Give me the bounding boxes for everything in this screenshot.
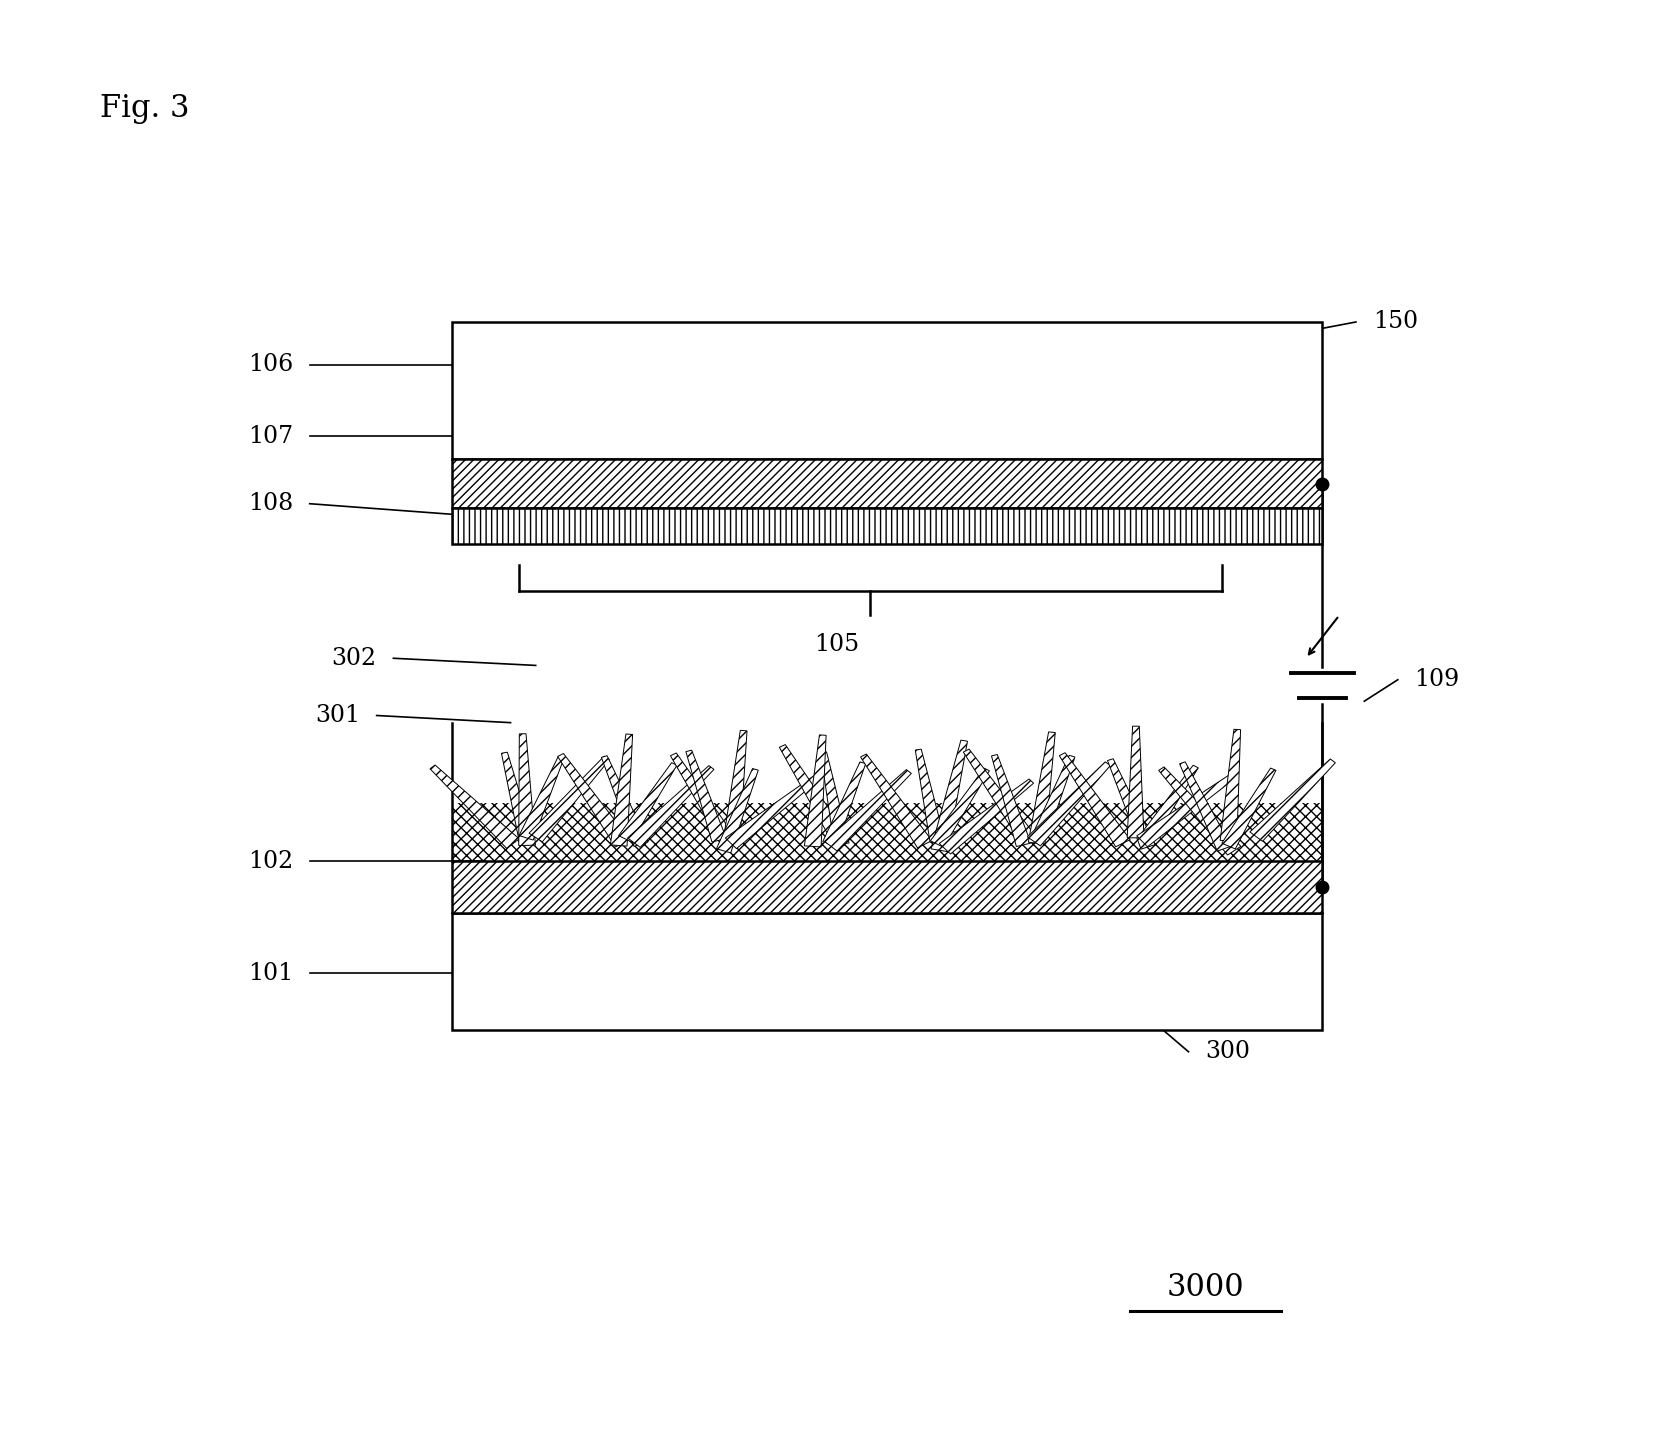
Text: 101: 101 bbox=[248, 962, 293, 985]
Polygon shape bbox=[557, 754, 629, 847]
Bar bbox=[452, 861, 1322, 913]
Bar bbox=[452, 508, 1322, 544]
Text: 102: 102 bbox=[248, 850, 293, 873]
Polygon shape bbox=[860, 754, 932, 847]
Polygon shape bbox=[1221, 768, 1275, 849]
Text: Fig. 3: Fig. 3 bbox=[100, 93, 189, 124]
Polygon shape bbox=[519, 734, 535, 846]
Bar bbox=[452, 803, 1322, 861]
Polygon shape bbox=[1059, 753, 1129, 847]
Polygon shape bbox=[1108, 758, 1154, 849]
Polygon shape bbox=[805, 736, 826, 847]
Text: 300: 300 bbox=[1205, 1040, 1250, 1063]
Polygon shape bbox=[1138, 766, 1198, 844]
Polygon shape bbox=[502, 753, 534, 846]
Text: 105: 105 bbox=[815, 633, 858, 657]
Text: 302: 302 bbox=[331, 647, 376, 670]
Polygon shape bbox=[611, 734, 632, 846]
Polygon shape bbox=[1220, 730, 1240, 841]
Text: 106: 106 bbox=[248, 353, 293, 376]
Polygon shape bbox=[1126, 726, 1143, 837]
Polygon shape bbox=[825, 770, 910, 851]
Polygon shape bbox=[930, 768, 989, 847]
Polygon shape bbox=[601, 756, 647, 846]
Polygon shape bbox=[671, 753, 738, 849]
Polygon shape bbox=[780, 744, 845, 840]
Text: 109: 109 bbox=[1414, 668, 1459, 691]
Text: 3000: 3000 bbox=[1166, 1272, 1243, 1304]
Polygon shape bbox=[990, 754, 1031, 847]
Polygon shape bbox=[821, 761, 865, 846]
Polygon shape bbox=[962, 748, 1034, 843]
Polygon shape bbox=[820, 751, 848, 846]
Polygon shape bbox=[930, 740, 967, 851]
Bar bbox=[452, 322, 1322, 459]
Polygon shape bbox=[939, 778, 1032, 854]
Polygon shape bbox=[1027, 731, 1054, 844]
Polygon shape bbox=[1250, 758, 1335, 841]
Polygon shape bbox=[1136, 774, 1233, 847]
Polygon shape bbox=[619, 763, 676, 841]
Polygon shape bbox=[915, 750, 944, 843]
Text: 108: 108 bbox=[248, 492, 293, 515]
Polygon shape bbox=[1179, 761, 1230, 851]
Polygon shape bbox=[686, 750, 726, 841]
Polygon shape bbox=[1027, 761, 1109, 846]
Polygon shape bbox=[529, 756, 609, 841]
Bar bbox=[452, 459, 1322, 508]
Polygon shape bbox=[627, 766, 713, 847]
Polygon shape bbox=[723, 730, 746, 843]
Polygon shape bbox=[1032, 756, 1074, 840]
Polygon shape bbox=[1158, 767, 1240, 856]
Polygon shape bbox=[430, 766, 519, 849]
Polygon shape bbox=[724, 774, 820, 849]
Text: 107: 107 bbox=[248, 425, 293, 448]
Bar bbox=[452, 913, 1322, 1030]
Polygon shape bbox=[716, 768, 758, 853]
Text: 150: 150 bbox=[1372, 311, 1417, 333]
Polygon shape bbox=[519, 757, 564, 840]
Text: 301: 301 bbox=[315, 704, 360, 727]
